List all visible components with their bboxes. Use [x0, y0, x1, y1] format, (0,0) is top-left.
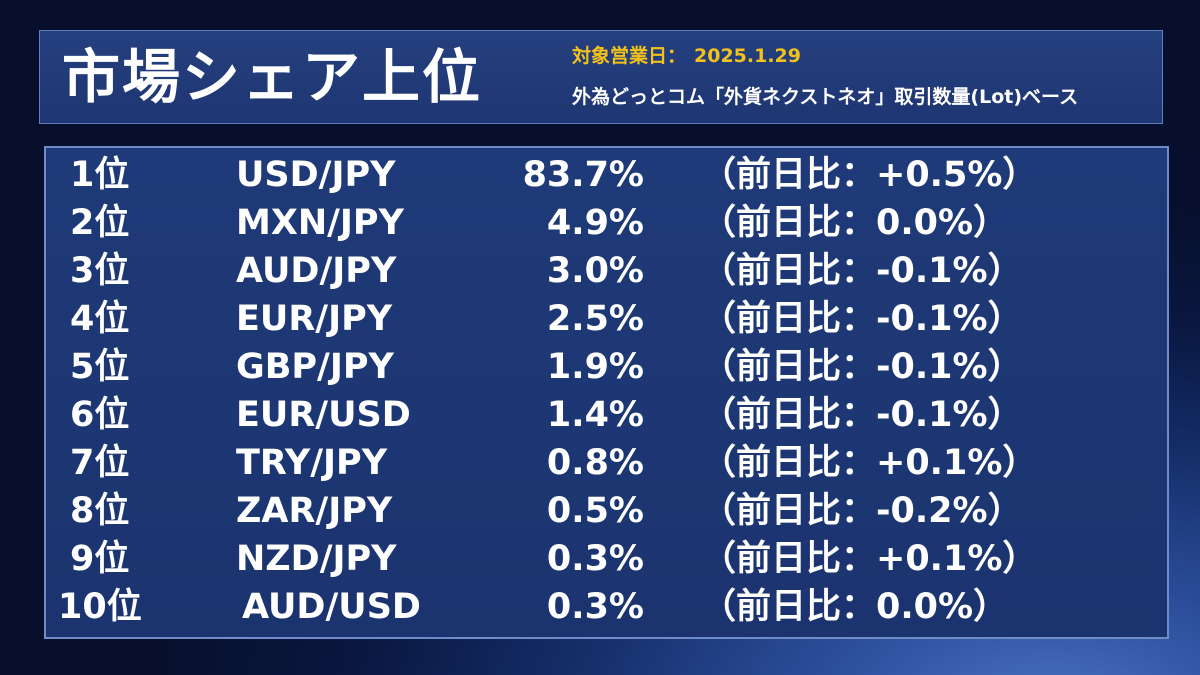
- currency-pair: EUR/JPY: [236, 299, 393, 339]
- rank-label: 5位: [70, 347, 130, 387]
- day-change: （前日比：-0.2%）: [701, 491, 1023, 531]
- day-change: （前日比：-0.1%）: [701, 347, 1023, 387]
- ranking-row: 2位 MXN/JPY 4.9% （前日比：0.0%）: [46, 199, 1167, 247]
- data-basis-note: 外為どっとコム「外貨ネクストネオ」取引数量(Lot)ベース: [572, 86, 1079, 108]
- day-change: （前日比：0.0%）: [701, 203, 1009, 243]
- ranking-table: 1位 USD/JPY 83.7% （前日比：+0.5%） 2位 MXN/JPY …: [44, 146, 1169, 639]
- ranking-row: 9位 NZD/JPY 0.3% （前日比：+0.1%）: [46, 535, 1167, 583]
- market-share: 1.4%: [546, 395, 644, 435]
- ranking-row: 5位 GBP/JPY 1.9% （前日比：-0.1%）: [46, 343, 1167, 391]
- day-change: （前日比：+0.1%）: [701, 539, 1038, 579]
- rank-label: 8位: [70, 491, 130, 531]
- market-share: 3.0%: [546, 251, 644, 291]
- rank-label: 9位: [70, 539, 130, 579]
- rank-label: 10位: [58, 587, 142, 627]
- currency-pair: EUR/USD: [236, 395, 411, 435]
- currency-pair: TRY/JPY: [236, 443, 388, 483]
- ranking-row: 1位 USD/JPY 83.7% （前日比：+0.5%）: [46, 151, 1167, 199]
- day-change: （前日比：+0.5%）: [701, 155, 1038, 195]
- market-share: 0.3%: [546, 587, 644, 627]
- market-share: 2.5%: [546, 299, 644, 339]
- rank-label: 2位: [70, 203, 130, 243]
- rank-label: 4位: [70, 299, 130, 339]
- day-change: （前日比：+0.1%）: [701, 443, 1038, 483]
- rank-label: 7位: [70, 443, 130, 483]
- market-share: 0.3%: [546, 539, 644, 579]
- ranking-row: 8位 ZAR/JPY 0.5% （前日比：-0.2%）: [46, 487, 1167, 535]
- day-change: （前日比：0.0%）: [701, 587, 1009, 627]
- market-share: 1.9%: [546, 347, 644, 387]
- currency-pair: GBP/JPY: [236, 347, 394, 387]
- header-panel: 市場シェア上位 対象営業日： 2025.1.29 外為どっとコム「外貨ネクストネオ…: [39, 30, 1163, 124]
- ranking-row: 10位 AUD/USD 0.3% （前日比：0.0%）: [46, 583, 1167, 631]
- currency-pair: AUD/JPY: [236, 251, 397, 291]
- ranking-row: 4位 EUR/JPY 2.5% （前日比：-0.1%）: [46, 295, 1167, 343]
- page-title: 市場シェア上位: [62, 43, 483, 111]
- market-share: 0.5%: [546, 491, 644, 531]
- rank-label: 6位: [70, 395, 130, 435]
- rank-label: 3位: [70, 251, 130, 291]
- day-change: （前日比：-0.1%）: [701, 395, 1023, 435]
- currency-pair: NZD/JPY: [236, 539, 397, 579]
- ranking-row: 7位 TRY/JPY 0.8% （前日比：+0.1%）: [46, 439, 1167, 487]
- rank-label: 1位: [70, 155, 130, 195]
- market-share: 0.8%: [546, 443, 644, 483]
- day-change: （前日比：-0.1%）: [701, 299, 1023, 339]
- currency-pair: AUD/USD: [242, 587, 421, 627]
- market-share: 83.7%: [522, 155, 644, 195]
- business-date-value: 2025.1.29: [694, 45, 801, 67]
- ranking-row: 3位 AUD/JPY 3.0% （前日比：-0.1%）: [46, 247, 1167, 295]
- ranking-row: 6位 EUR/USD 1.4% （前日比：-0.1%）: [46, 391, 1167, 439]
- currency-pair: USD/JPY: [236, 155, 396, 195]
- day-change: （前日比：-0.1%）: [701, 251, 1023, 291]
- business-date: 対象営業日： 2025.1.29: [572, 41, 809, 68]
- currency-pair: MXN/JPY: [236, 203, 404, 243]
- business-date-label: 対象営業日：: [572, 45, 687, 67]
- currency-pair: ZAR/JPY: [236, 491, 393, 531]
- market-share: 4.9%: [546, 203, 644, 243]
